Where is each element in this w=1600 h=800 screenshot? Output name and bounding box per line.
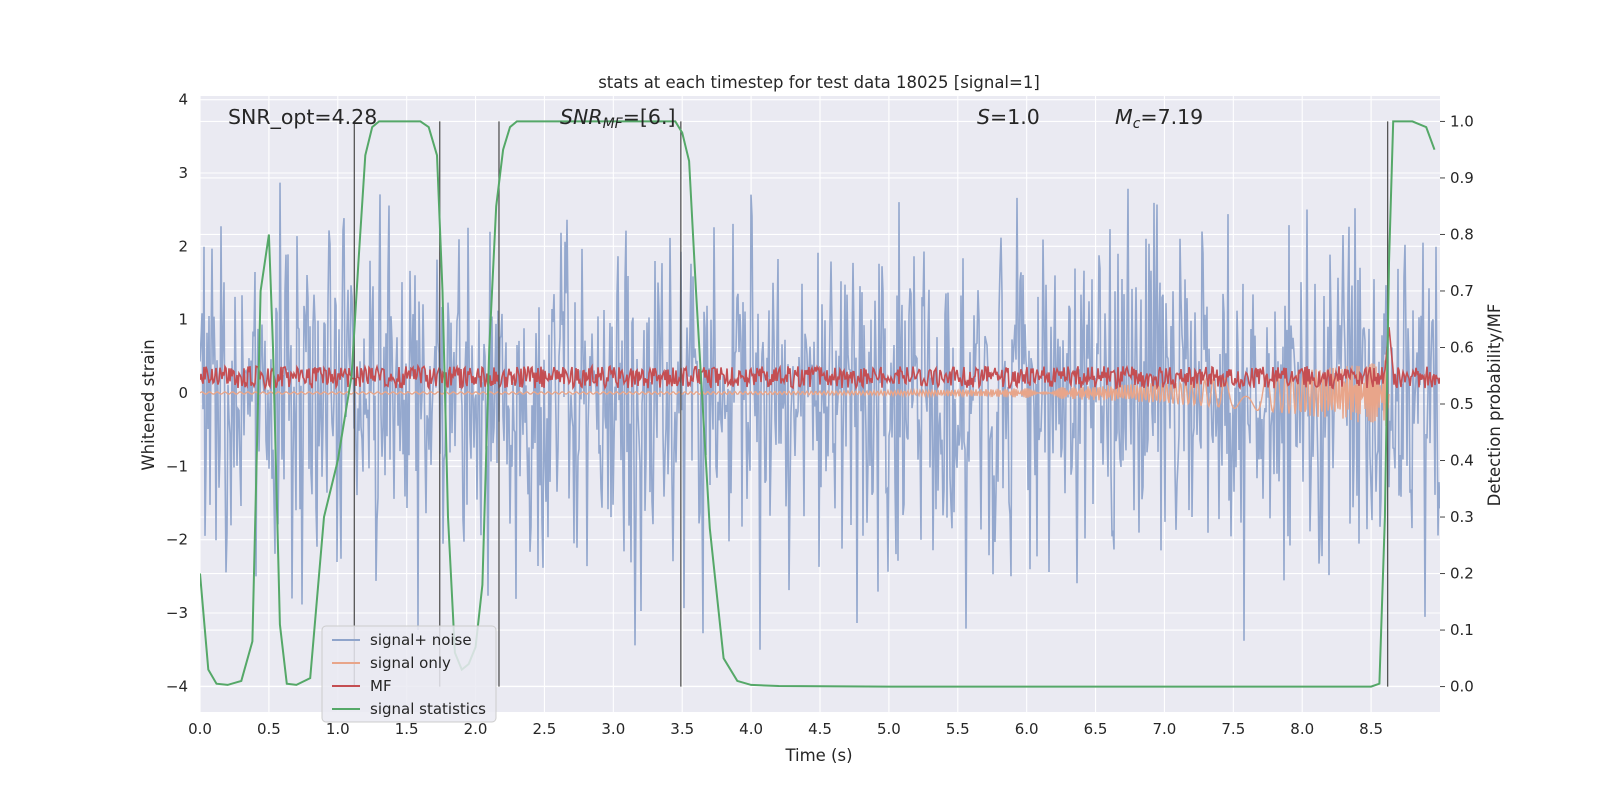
series-mf xyxy=(200,327,1440,391)
x-tick-labels: 0.0 0.5 1.0 1.5 2.0 2.5 3.0 3.5 4.0 4.5 5.0 5.5 6.0 6… xyxy=(188,720,1383,738)
y-tick-labels: −4 −3 −2 −1 0 1 2 3 4 xyxy=(166,91,188,696)
y2-tick-label: 0.9 xyxy=(1450,169,1474,187)
x-tick-label: 6.5 xyxy=(1084,720,1108,738)
x-tick-label: 1.0 xyxy=(326,720,350,738)
x-tick-label: 0.0 xyxy=(188,720,212,738)
annotation-mc-name: M xyxy=(1115,105,1133,129)
x-tick-label: 3.5 xyxy=(670,720,694,738)
series-signal-statistics xyxy=(200,120,1436,688)
y2-tick-labels: 0.0 0.1 0.2 0.3 0.4 0.5 0.6 0.7 0.8 0.9 1.0 xyxy=(1450,112,1474,695)
x-tick-label: 5.5 xyxy=(946,720,970,738)
y2-tick-label: 0.0 xyxy=(1450,678,1474,696)
x-axis-label: Time (s) xyxy=(784,746,852,765)
y-tick-label: −2 xyxy=(166,531,188,549)
x-tick-label: 8.5 xyxy=(1359,720,1383,738)
y-tick-label: 4 xyxy=(178,91,188,109)
x-tick-label: 7.0 xyxy=(1153,720,1177,738)
x-tick-label: 8.0 xyxy=(1290,720,1314,738)
x-tick-label: 2.5 xyxy=(533,720,557,738)
annotation-snr-mf-sub: MF xyxy=(603,116,624,132)
x-tick-label: 7.5 xyxy=(1221,720,1245,738)
x-tick-label: 4.5 xyxy=(808,720,832,738)
chart-title: stats at each timestep for test data 180… xyxy=(598,73,1040,92)
y2-tick-label: 0.6 xyxy=(1450,338,1474,356)
y-tick-label: 1 xyxy=(178,311,188,329)
y-tick-label: −1 xyxy=(166,457,188,475)
annotation-mc: Mc=7.19 xyxy=(1115,105,1203,132)
y2-tick-label: 0.7 xyxy=(1450,282,1474,300)
annotations: SNR_opt=4.28 SNRMF=[6.] S=1.0 Mc=7.19 xyxy=(228,105,1203,132)
annotation-s: S=1.0 xyxy=(977,105,1040,129)
y-tick-label: −4 xyxy=(166,677,188,695)
y-tick-label: 0 xyxy=(178,384,188,402)
legend-label-signal-statistics: signal statistics xyxy=(370,700,486,718)
annotation-mc-value: =7.19 xyxy=(1140,105,1203,129)
y2-tick-label: 1.0 xyxy=(1450,112,1474,130)
x-tick-label: 2.0 xyxy=(464,720,488,738)
y2-tick-label: 0.2 xyxy=(1450,565,1474,583)
y2-tick-label: 0.8 xyxy=(1450,225,1474,243)
y2-tick-label: 0.3 xyxy=(1450,508,1474,526)
legend: signal+ noise signal only MF signal stat… xyxy=(321,625,497,723)
y2-axis-label: Detection probability/MF xyxy=(1485,304,1504,507)
legend-label-signal-noise: signal+ noise xyxy=(370,631,472,649)
annotation-snr-mf-name: SNR xyxy=(560,105,603,129)
y-tick-label: 2 xyxy=(178,237,188,255)
x-tick-label: 1.5 xyxy=(395,720,419,738)
x-tick-label: 0.5 xyxy=(257,720,281,738)
annotation-mc-sub: c xyxy=(1133,116,1141,132)
legend-label-signal-only: signal only xyxy=(370,654,451,672)
annotation-snr-opt: SNR_opt=4.28 xyxy=(228,105,377,130)
legend-label-mf: MF xyxy=(370,677,392,695)
x-tick-label: 6.0 xyxy=(1015,720,1039,738)
y2-tick-label: 0.5 xyxy=(1450,395,1474,413)
y2-tick-label: 0.4 xyxy=(1450,452,1474,470)
x-tick-label: 4.0 xyxy=(739,720,763,738)
annotation-snr-mf: SNRMF=[6.] xyxy=(560,105,675,132)
y-tick-label: 3 xyxy=(178,164,188,182)
annotation-s-name: S xyxy=(977,105,990,129)
plot-marks xyxy=(200,120,1440,688)
x-tick-label: 5.0 xyxy=(877,720,901,738)
x-tick-label: 3.0 xyxy=(601,720,625,738)
y-tick-label: −3 xyxy=(166,604,188,622)
annotation-s-value: =1.0 xyxy=(990,105,1040,129)
y-axis-label: Whitened strain xyxy=(139,339,158,470)
annotation-snr-mf-value: =[6.] xyxy=(623,105,676,129)
legend-box xyxy=(321,625,497,723)
series-signal-noise xyxy=(200,182,1440,650)
y2-tick-label: 0.1 xyxy=(1450,621,1474,639)
